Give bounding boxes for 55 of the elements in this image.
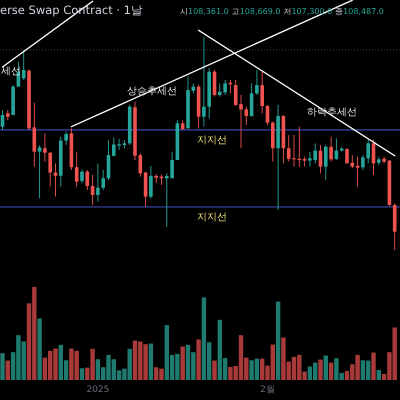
candlestick <box>74 151 78 188</box>
candlestick <box>48 151 52 188</box>
text: 종108,487.0 <box>335 7 384 16</box>
bar <box>318 360 323 380</box>
bar <box>376 370 381 380</box>
bar <box>0 353 5 380</box>
bar <box>37 318 42 380</box>
candlestick <box>212 70 216 98</box>
candlestick <box>218 82 222 98</box>
candlestick <box>165 172 169 228</box>
candlestick <box>38 144 42 199</box>
ref-line-label: 지지선 <box>197 212 227 223</box>
bar <box>328 362 334 380</box>
candlestick <box>22 49 26 80</box>
x-tick-label: 2월 <box>260 385 275 395</box>
candlestick <box>250 82 254 118</box>
candlestick <box>329 136 333 162</box>
candlestick <box>202 36 206 128</box>
candlestick <box>54 162 58 198</box>
bar <box>371 352 376 380</box>
candlestick <box>228 80 232 94</box>
candlestick <box>334 138 338 160</box>
bar <box>6 360 10 380</box>
candlestick <box>0 110 4 130</box>
candlestick <box>372 139 376 176</box>
candlestick <box>313 142 317 164</box>
ref-line-label: 지지선 <box>197 134 227 146</box>
candlestick <box>80 168 84 184</box>
candlestick <box>149 166 153 199</box>
text: 고108,669.0 <box>232 7 280 16</box>
candlestick <box>223 80 227 96</box>
candlestick <box>356 156 360 188</box>
bar <box>148 344 154 380</box>
candlestick <box>96 162 100 202</box>
bar <box>196 340 201 380</box>
candlestick <box>244 106 248 126</box>
candlestick <box>324 144 328 180</box>
candlestick <box>366 139 370 164</box>
bar <box>212 360 217 380</box>
candlestick <box>170 151 174 179</box>
x-tick-label: 2025 <box>86 385 110 395</box>
candlestick <box>86 170 90 191</box>
bar <box>276 302 280 380</box>
candlestick <box>266 104 270 126</box>
text: 시108,361.0 <box>180 7 229 16</box>
candlestick <box>90 174 94 206</box>
candlestick <box>361 154 365 170</box>
bar <box>180 346 185 380</box>
candlestick <box>101 170 105 191</box>
candlestick <box>180 120 184 130</box>
bar <box>324 356 328 380</box>
candlestick <box>64 131 68 146</box>
candlestick <box>318 144 322 174</box>
candlestick <box>260 71 264 114</box>
candlestick <box>255 70 259 96</box>
